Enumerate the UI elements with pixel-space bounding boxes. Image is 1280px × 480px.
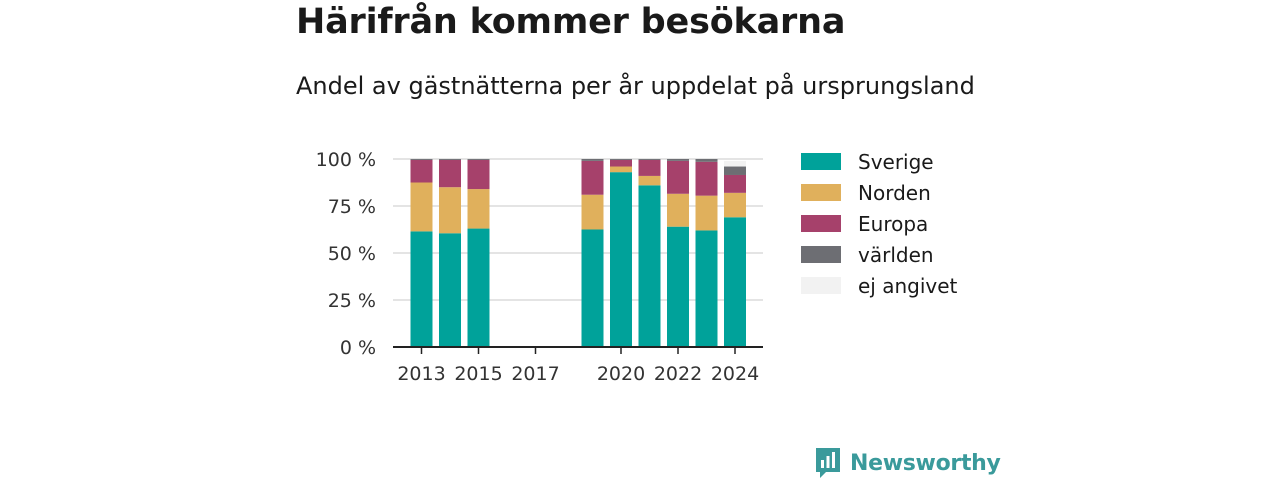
bar-2023-Norden — [695, 195, 718, 231]
bar-2024-Europa — [724, 174, 746, 193]
bar-2022-Norden — [667, 193, 689, 227]
x-tick-label: 2017 — [511, 363, 559, 385]
x-tick-label: 2022 — [654, 363, 702, 385]
bar-2019-Sverige — [581, 229, 604, 347]
y-tick-label: 100 % — [316, 149, 376, 171]
y-tick-label: 50 % — [328, 243, 376, 265]
bar-2014-världen — [439, 159, 461, 160]
bar-2020-Europa — [610, 159, 632, 167]
bar-2015-världen — [467, 159, 490, 160]
bar-2020-världen — [610, 159, 632, 160]
legend-label-världen: världen — [858, 243, 934, 267]
bar-2023-Sverige — [695, 230, 718, 347]
axes: 0 % 25 % 50 % 75 % 100 % 2013 2015 2017 2020 2022… — [316, 149, 763, 385]
bar-2015-Norden — [467, 189, 490, 229]
y-tick-label: 25 % — [328, 290, 376, 312]
bar-2013-Norden — [410, 182, 433, 232]
legend-swatch-Europa — [801, 215, 841, 232]
bar-2024-Sverige — [724, 217, 746, 347]
bar-2022-världen — [667, 159, 689, 161]
bar-2020-Norden — [610, 166, 632, 173]
y-tick-label: 75 % — [328, 196, 376, 218]
bar-2019-världen — [581, 159, 604, 161]
bars — [410, 159, 746, 347]
bar-2024-Norden — [724, 192, 746, 218]
legend-label-Norden: Norden — [858, 181, 931, 205]
newsworthy-logo-icon — [816, 448, 840, 478]
bar-2023-världen — [695, 159, 718, 162]
bar-2021-Norden — [638, 175, 661, 186]
legend-label-Sverige: Sverige — [858, 150, 934, 174]
legend-swatch-världen — [801, 246, 841, 263]
bar-2023-Europa — [695, 161, 718, 196]
bar-2022-Sverige — [667, 226, 689, 347]
bar-2024-ej-angivet — [724, 160, 746, 167]
bar-2014-Sverige — [439, 233, 461, 347]
legend-label-Europa: Europa — [858, 212, 928, 236]
legend-swatch-Norden — [801, 184, 841, 201]
bar-2019-Europa — [581, 160, 604, 195]
logo-text: Newsworthy — [850, 450, 1001, 476]
legend: Sverige Norden Europa världen ej angivet — [801, 150, 958, 298]
bar-2015-Europa — [467, 159, 490, 190]
bar-2013-Europa — [410, 159, 433, 183]
legend-swatch-Sverige — [801, 153, 841, 170]
x-tick-label: 2013 — [397, 363, 445, 385]
bar-2022-Europa — [667, 160, 689, 194]
legend-label-ej-angivet: ej angivet — [858, 274, 958, 298]
chart-subtitle: Andel av gästnätterna per år uppdelat på… — [296, 72, 975, 100]
bar-2019-Norden — [581, 194, 604, 230]
bar-2021-världen — [638, 159, 661, 160]
chart-title: Härifrån kommer besökarna — [296, 2, 846, 42]
bar-2014-Norden — [439, 187, 461, 234]
newsworthy-logo: Newsworthy — [814, 446, 1001, 480]
bar-2013-Sverige — [410, 231, 433, 347]
bar-2021-Europa — [638, 159, 661, 176]
x-tick-label: 2015 — [454, 363, 502, 385]
bar-2021-Sverige — [638, 185, 661, 347]
x-tick-label: 2020 — [597, 363, 645, 385]
bar-2014-Europa — [439, 159, 461, 188]
x-tick-label: 2024 — [711, 363, 759, 385]
legend-swatch-ej-angivet — [801, 277, 841, 294]
bar-2013-världen — [410, 159, 433, 160]
bar-2024-världen — [724, 166, 746, 175]
y-tick-label: 0 % — [340, 337, 376, 359]
bar-2015-Sverige — [467, 228, 490, 347]
bar-2020-Sverige — [610, 172, 632, 347]
